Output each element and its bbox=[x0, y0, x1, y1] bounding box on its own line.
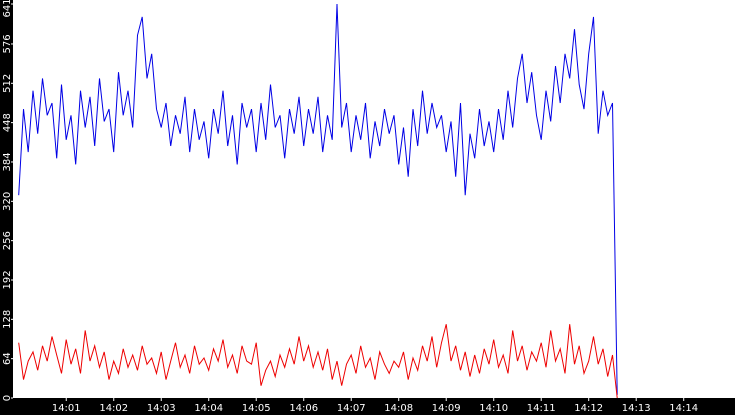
x-tick-label: 14:14 bbox=[669, 403, 698, 414]
y-tick-label: 448 bbox=[2, 113, 13, 132]
y-tick-label: 384 bbox=[2, 152, 13, 171]
x-tick-label: 14:02 bbox=[99, 403, 128, 414]
x-tick-label: 14:10 bbox=[479, 403, 508, 414]
x-tick-label: 14:09 bbox=[432, 403, 461, 414]
x-tick-label: 14:05 bbox=[242, 403, 271, 414]
x-tick-label: 14:11 bbox=[527, 403, 556, 414]
x-tick-label: 14:04 bbox=[194, 403, 223, 414]
x-tick-label: 14:07 bbox=[337, 403, 366, 414]
y-tick-label: 576 bbox=[2, 34, 13, 53]
y-tick-label: 256 bbox=[2, 231, 13, 250]
x-tick-label: 14:06 bbox=[289, 403, 318, 414]
x-tick-label: 14:08 bbox=[384, 403, 413, 414]
y-tick-label: 64 bbox=[2, 352, 13, 365]
series-line bbox=[18, 3, 618, 395]
x-tick-label: 14:01 bbox=[52, 403, 81, 414]
y-tick-label: 320 bbox=[2, 192, 13, 211]
y-axis-strip bbox=[0, 0, 13, 415]
x-axis-strip bbox=[0, 398, 735, 415]
x-tick-label: 14:03 bbox=[147, 403, 176, 414]
series-line bbox=[18, 324, 618, 399]
y-tick-label: 128 bbox=[2, 310, 13, 329]
y-tick-label: 512 bbox=[2, 74, 13, 93]
y-tick-label: 192 bbox=[2, 270, 13, 289]
x-tick-label: 14:13 bbox=[622, 403, 651, 414]
y-tick-label: 0 bbox=[2, 395, 13, 401]
y-tick-label: 641 bbox=[2, 0, 13, 18]
x-tick-label: 14:12 bbox=[574, 403, 603, 414]
